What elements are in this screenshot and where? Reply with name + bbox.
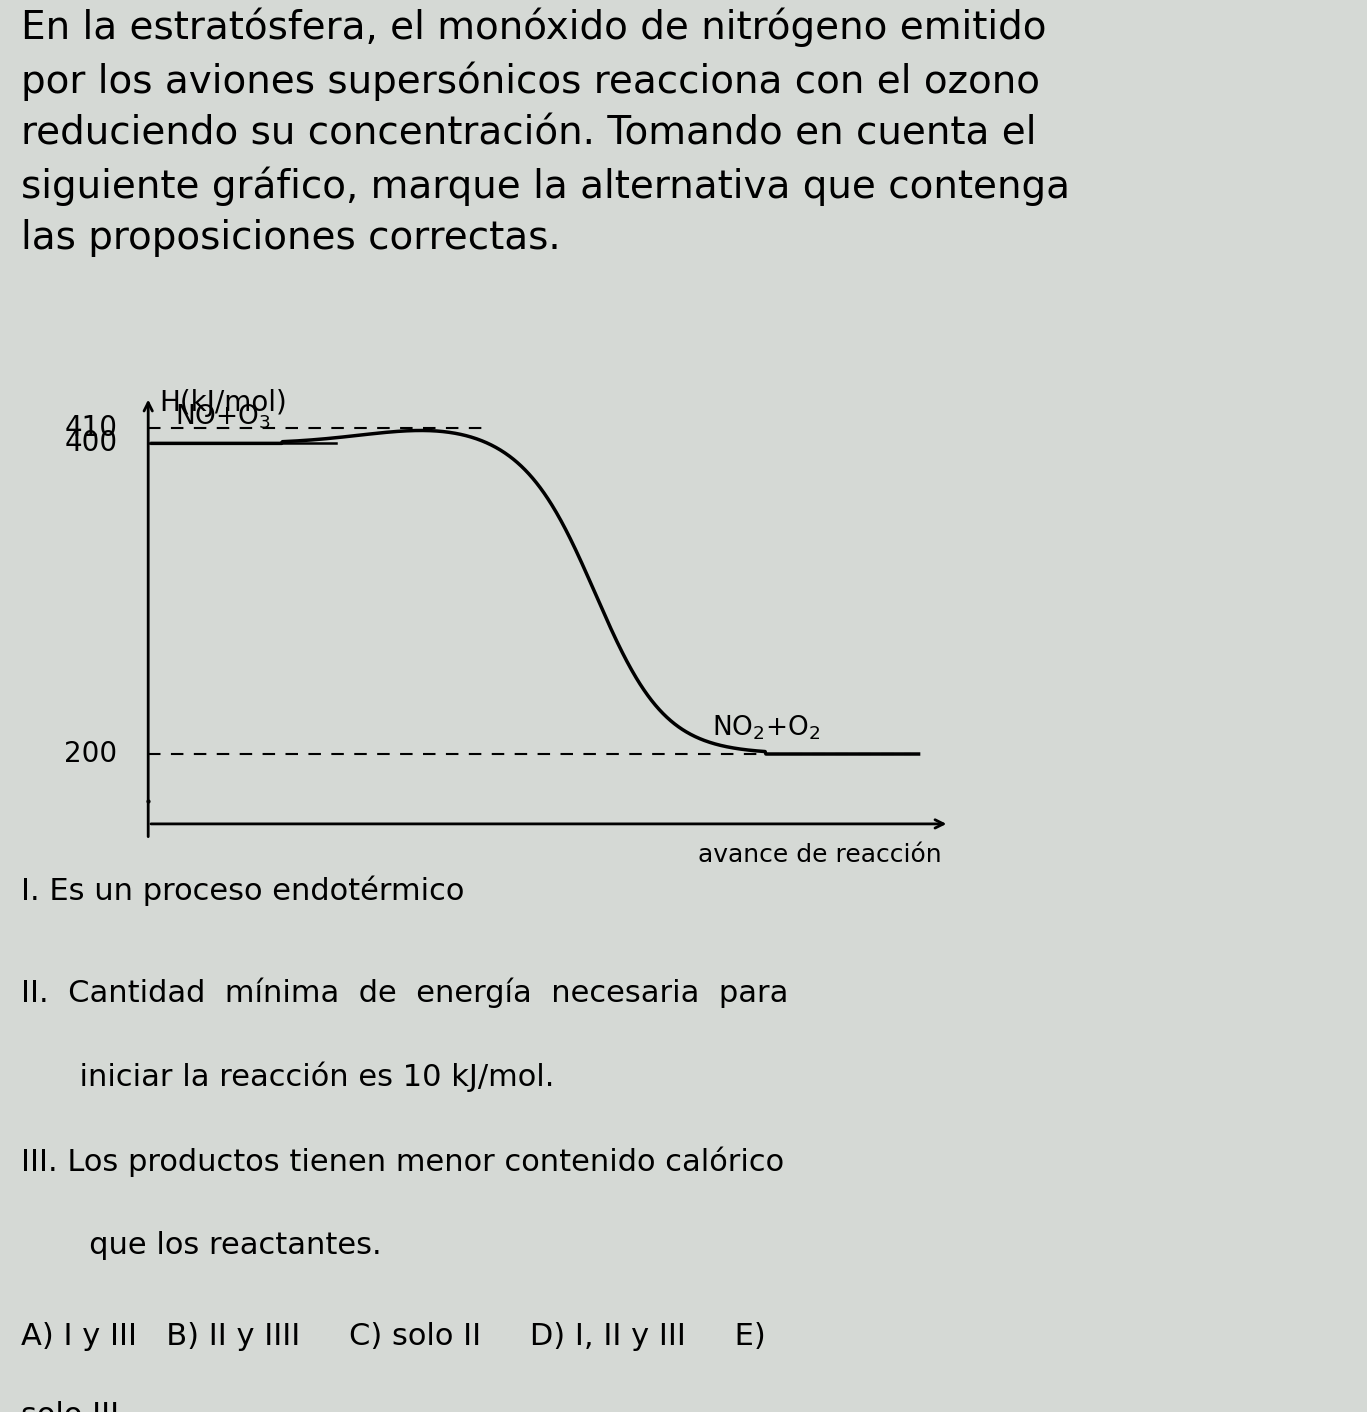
Text: iniciar la reacción es 10 kJ/mol.: iniciar la reacción es 10 kJ/mol. (21, 1062, 554, 1093)
Text: A) I y III   B) II y IIII     C) solo II     D) I, II y III     E): A) I y III B) II y IIII C) solo II D) I,… (21, 1322, 766, 1351)
Text: H(kJ/mol): H(kJ/mol) (160, 388, 287, 417)
Text: NO+O$_3$: NO+O$_3$ (175, 402, 271, 431)
Text: 200: 200 (64, 740, 118, 768)
Text: NO$_2$+O$_2$: NO$_2$+O$_2$ (712, 713, 820, 741)
Text: En la estratósfera, el monóxido de nitrógeno emitido
por los aviones supersónico: En la estratósfera, el monóxido de nitró… (21, 7, 1069, 257)
Text: II.  Cantidad  mínima  de  energía  necesaria  para: II. Cantidad mínima de energía necesaria… (21, 977, 787, 1008)
Text: avance de reacción: avance de reacción (699, 843, 942, 867)
Text: III. Los productos tienen menor contenido calórico: III. Los productos tienen menor contenid… (21, 1147, 783, 1178)
Text: 400: 400 (64, 429, 118, 457)
Text: 410: 410 (64, 414, 118, 442)
Text: que los reactantes.: que los reactantes. (21, 1231, 381, 1261)
Text: I. Es un proceso endotérmico: I. Es un proceso endotérmico (21, 875, 463, 907)
Text: solo III: solo III (21, 1401, 119, 1412)
